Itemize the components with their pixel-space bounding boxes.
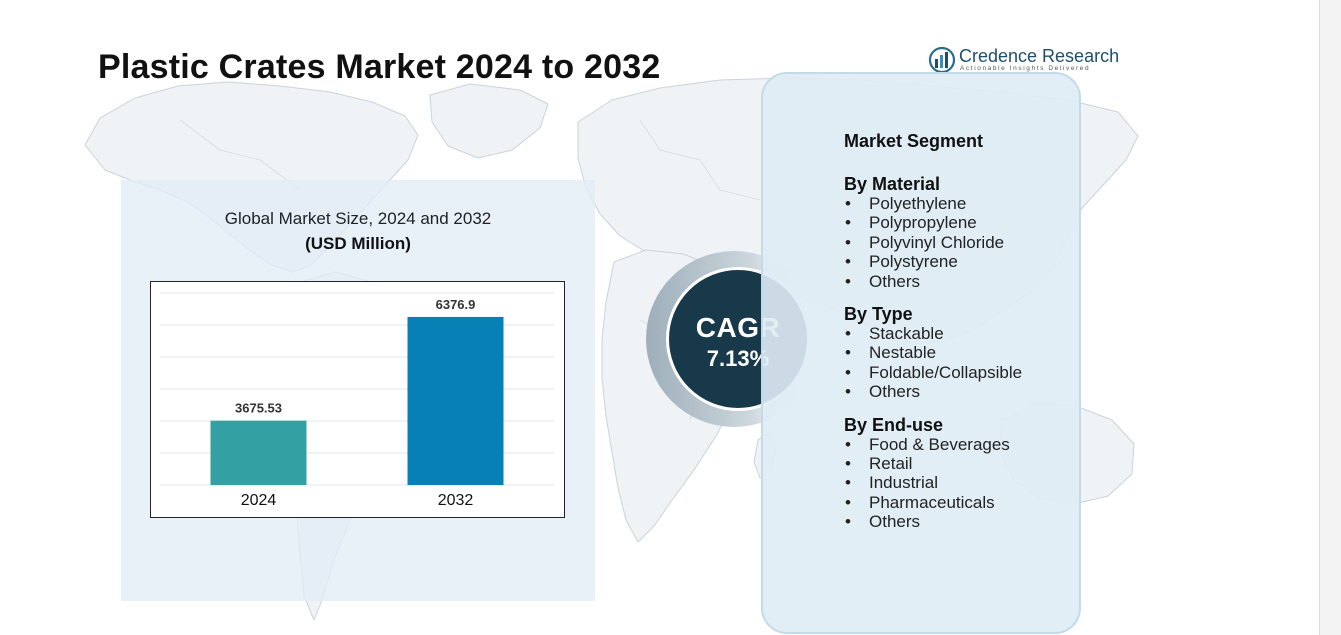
segment-item: Industrial	[844, 473, 1079, 493]
company-logo: Credence Research Actionable Insights De…	[928, 45, 1120, 75]
segment-group-end-use: By End-use Food & Beverages Retail Indus…	[844, 415, 1079, 532]
segment-item: Foldable/Collapsible	[844, 363, 1079, 383]
segment-item: Others	[844, 382, 1079, 402]
logo-name: Credence Research	[959, 46, 1120, 66]
bar-2032	[407, 316, 504, 485]
chart-subtitle: (USD Million)	[305, 234, 411, 253]
segment-item: Food & Beverages	[844, 435, 1079, 455]
right-edge-strip	[1319, 0, 1341, 635]
segment-item: Retail	[844, 454, 1079, 474]
map-greenland	[429, 83, 549, 159]
segment-item: Nestable	[844, 343, 1079, 363]
segment-heading: Market Segment	[844, 131, 984, 151]
segment-item: Stackable	[844, 324, 1079, 344]
segment-item: Polyvinyl Chloride	[844, 233, 1079, 253]
segment-list: Food & Beverages Retail Industrial Pharm…	[844, 435, 1079, 532]
segment-item: Polypropylene	[844, 213, 1079, 233]
bar-chart-globe-icon	[928, 46, 956, 74]
bar-2024	[210, 420, 307, 485]
segment-item: Pharmaceuticals	[844, 493, 1079, 513]
segment-group-title: By Type	[844, 304, 913, 325]
segment-item: Polystyrene	[844, 252, 1079, 272]
logo-tagline: Actionable Insights Delivered	[960, 65, 1091, 72]
segment-content: Market Segment By Material Polyethylene …	[844, 131, 1079, 545]
segment-group-title: By End-use	[844, 414, 944, 435]
segment-group-title: By Material	[844, 174, 941, 194]
market-size-chart-panel: Global Market Size, 2024 and 2032 (USD M…	[121, 180, 595, 601]
segment-list: Stackable Nestable Foldable/Collapsible …	[844, 324, 1079, 402]
market-segment-card: Market Segment By Material Polyethylene …	[761, 72, 1081, 634]
x-tick-label-2032: 2032	[438, 492, 474, 509]
segment-item: Others	[844, 272, 1079, 292]
data-label-2024: 3675.53	[235, 401, 282, 416]
x-tick-label-2024: 2024	[241, 492, 277, 509]
segment-item: Others	[844, 512, 1079, 532]
cagr-value: 7.13%	[706, 346, 770, 371]
segment-list: Polyethylene Polypropylene Polyvinyl Chl…	[844, 194, 1079, 291]
segment-group-type: By Type Stackable Nestable Foldable/Coll…	[844, 304, 1079, 402]
page-title: Plastic Crates Market 2024 to 2032	[98, 48, 661, 86]
bar-chart: 3675.53 2024 6376.9 2032	[150, 281, 565, 518]
segment-item: Polyethylene	[844, 194, 1079, 214]
bars: 3675.53 2024 6376.9 2032	[210, 297, 504, 509]
segment-group-material: By Material Polyethylene Polypropylene P…	[844, 174, 1079, 291]
chart-title: Global Market Size, 2024 and 2032	[224, 209, 492, 228]
data-label-2032: 6376.9	[436, 297, 476, 312]
